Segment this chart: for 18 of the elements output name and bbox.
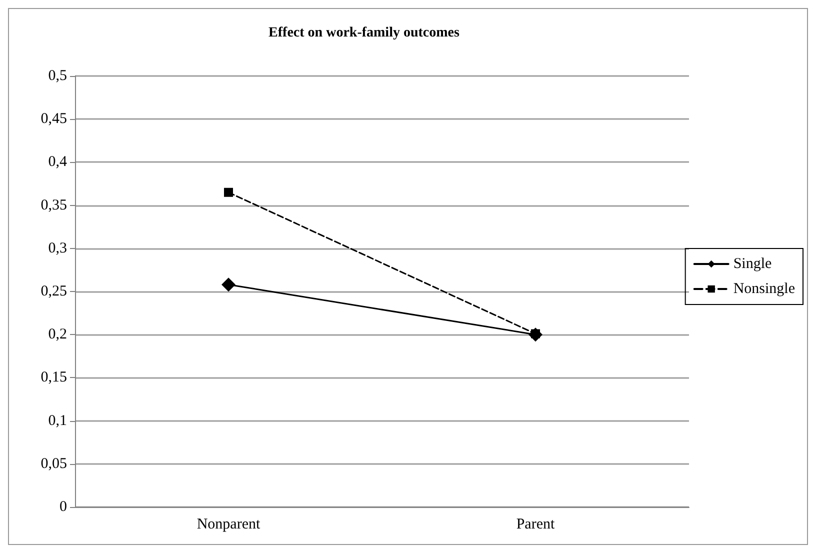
y-tick-label: 0,3 xyxy=(48,240,67,256)
y-tick-label: 0,4 xyxy=(48,154,68,170)
x-tick-label: Nonparent xyxy=(196,516,261,532)
y-tick-label: 0,15 xyxy=(40,370,67,386)
legend-label: Nonsingle xyxy=(733,281,796,297)
y-tick-label: 0,1 xyxy=(48,412,67,429)
point xyxy=(224,188,233,197)
x-tick-label: Parent xyxy=(516,516,556,532)
y-tick-label: 0,35 xyxy=(40,197,67,214)
y-tick-label: 0,25 xyxy=(40,284,67,300)
chart-title: Effect on work-family outcomes xyxy=(268,26,460,40)
y-tick-label: 0,05 xyxy=(40,456,67,472)
y-tick-label: 0,2 xyxy=(48,326,67,343)
y-tick-label: 0,5 xyxy=(48,68,67,84)
point xyxy=(222,278,236,292)
y-tick-label: 0 xyxy=(60,499,67,515)
legend-label: Single xyxy=(733,256,772,272)
y-tick-label: 0,45 xyxy=(40,111,67,128)
